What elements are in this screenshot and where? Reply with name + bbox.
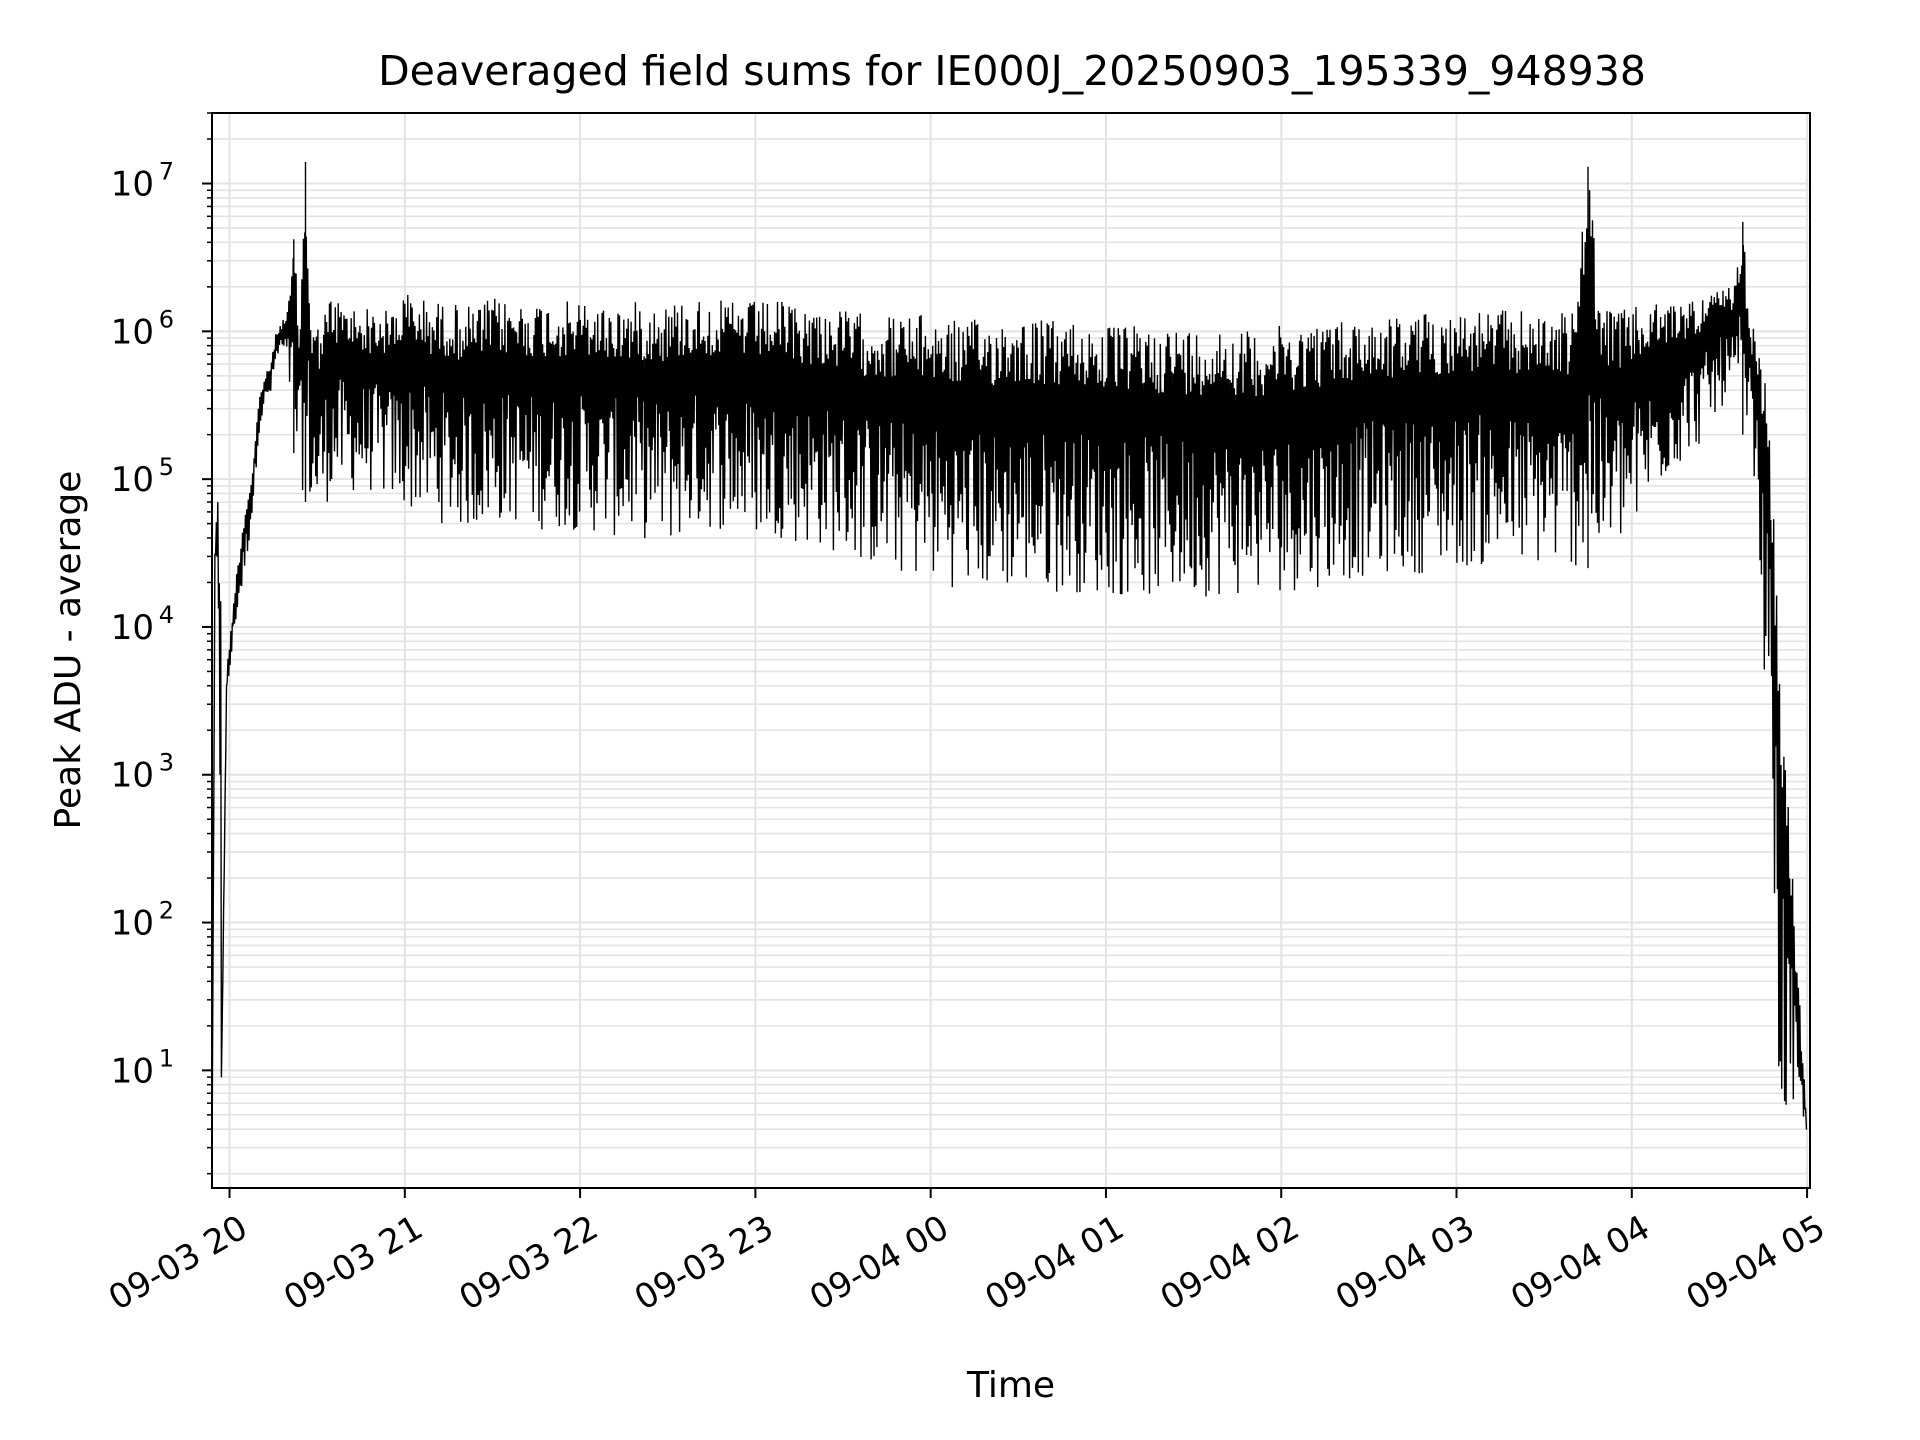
- grid: [212, 112, 1810, 1188]
- y-tick-label: 10: [111, 312, 154, 352]
- x-tick-label: 09-03 20: [102, 1208, 254, 1319]
- x-tick-label: 09-04 05: [1680, 1208, 1832, 1319]
- x-tick-label: 09-04 02: [1154, 1208, 1306, 1319]
- x-tick-label: 09-03 22: [453, 1208, 605, 1319]
- x-tick-label: 09-04 00: [803, 1208, 955, 1319]
- y-tick-exponent: 1: [159, 1044, 174, 1072]
- x-tick-label: 09-03 23: [628, 1208, 780, 1319]
- y-tick-exponent: 6: [159, 305, 174, 333]
- y-tick-label: 10: [111, 460, 154, 500]
- x-tick-label: 09-04 04: [1504, 1208, 1656, 1319]
- series-group: [212, 161, 1808, 1174]
- series-line: [212, 161, 1808, 1174]
- x-tick-label: 09-03 21: [277, 1208, 429, 1319]
- chart-title: Deaveraged field sums for IE000J_2025090…: [378, 47, 1646, 95]
- y-axis-label: Peak ADU - average: [48, 471, 89, 830]
- y-tick-exponent: 5: [159, 453, 174, 481]
- x-tick-label: 09-04 01: [978, 1208, 1130, 1319]
- y-tick-label: 10: [111, 1051, 154, 1091]
- y-tick-exponent: 2: [159, 897, 174, 925]
- y-tick-exponent: 7: [159, 158, 174, 186]
- y-tick-label: 10: [111, 756, 154, 796]
- x-tick-label: 09-04 03: [1329, 1208, 1481, 1319]
- y-tick-exponent: 3: [159, 749, 174, 777]
- x-axis-label: Time: [966, 1365, 1055, 1406]
- y-tick-label: 10: [111, 904, 154, 944]
- y-tick-label: 10: [111, 165, 154, 205]
- y-tick-exponent: 4: [159, 601, 174, 629]
- x-axis: 09-03 20 09-03 21 09-03 22 09-03 23 09-04 00…: [102, 1188, 1832, 1319]
- y-tick-label: 10: [111, 608, 154, 648]
